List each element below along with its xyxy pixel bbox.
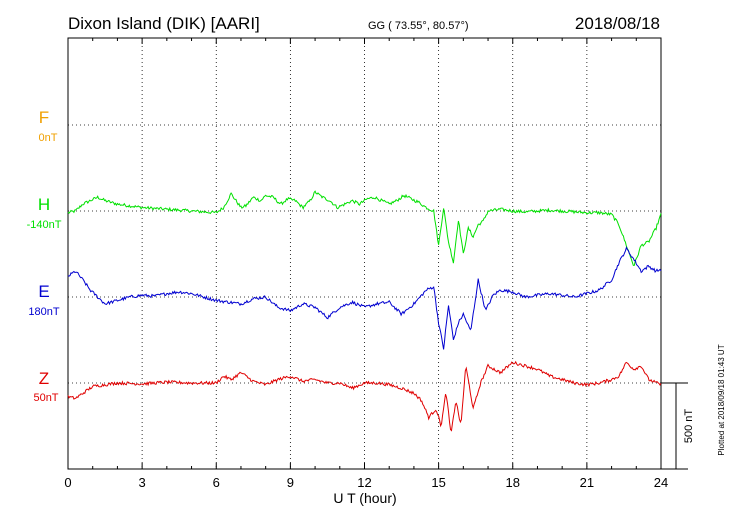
offset-label-H: -140nT bbox=[27, 219, 62, 231]
component-label-H: H bbox=[38, 195, 50, 214]
plotted-timestamp: Plotted at 2018/09/18 01:43 UT bbox=[717, 344, 726, 455]
coordinates-label: GG ( 73.55°, 80.57°) bbox=[368, 20, 469, 32]
component-label-E: E bbox=[38, 282, 49, 301]
x-tick-label: 24 bbox=[654, 475, 668, 490]
x-axis-label: U T (hour) bbox=[333, 490, 396, 506]
x-tick-label: 21 bbox=[580, 475, 594, 490]
x-tick-label: 18 bbox=[506, 475, 520, 490]
component-label-Z: Z bbox=[39, 369, 49, 388]
offset-label-F: 0nT bbox=[39, 132, 58, 144]
x-tick-label: 3 bbox=[139, 475, 146, 490]
trace-H bbox=[67, 190, 662, 266]
offset-label-Z: 50nT bbox=[33, 392, 58, 404]
x-tick-label: 12 bbox=[357, 475, 371, 490]
traces bbox=[67, 190, 662, 432]
station-title: Dixon Island (DIK) [AARI] bbox=[68, 14, 260, 33]
x-tick-label: 9 bbox=[287, 475, 294, 490]
scale-bar-label: 500 nT bbox=[683, 409, 695, 444]
x-tick-label: 15 bbox=[431, 475, 445, 490]
offset-label-E: 180nT bbox=[28, 306, 59, 318]
x-tick-label: 0 bbox=[64, 475, 71, 490]
component-label-F: F bbox=[39, 108, 49, 127]
trace-E bbox=[67, 246, 662, 350]
grid-lines bbox=[68, 38, 661, 469]
x-tick-label: 6 bbox=[213, 475, 220, 490]
date-label: 2018/08/18 bbox=[575, 14, 660, 33]
trace-Z bbox=[67, 360, 662, 432]
x-axis-ticks: 0 3 6 9 12 15 18 21 24 bbox=[64, 38, 668, 490]
